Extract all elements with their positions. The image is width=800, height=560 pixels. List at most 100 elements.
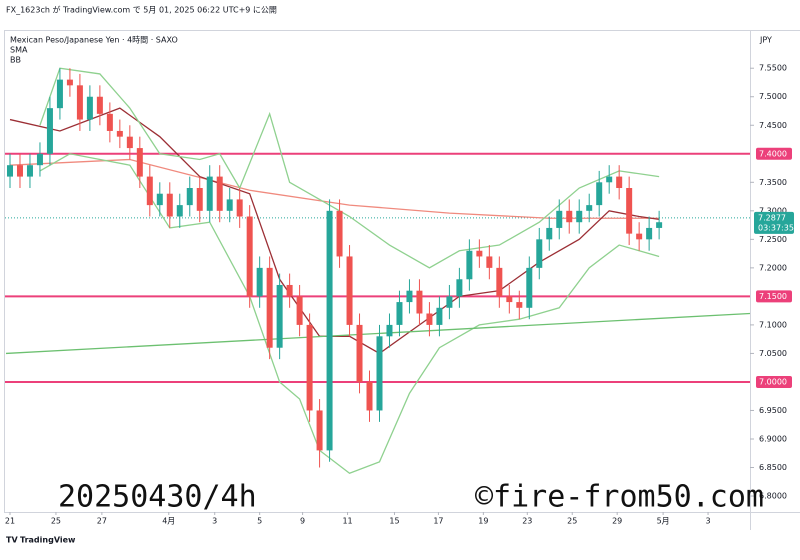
indicator-line: [39, 67, 660, 269]
candle-body: [66, 79, 73, 86]
y-tick-label: 7.0500: [759, 349, 787, 358]
countdown: 03:37:35: [758, 223, 794, 232]
x-tick-label: 19: [478, 517, 488, 526]
candle-body: [596, 182, 603, 206]
y-tick-label: 6.9500: [759, 406, 787, 415]
y-tick-label: 6.8500: [759, 463, 787, 472]
candle-body: [536, 239, 543, 268]
indicator-label: BB: [10, 56, 21, 65]
candle-body: [446, 296, 453, 308]
header: FX_1623ch が TradingView.com で 5月 01, 202…: [6, 5, 277, 15]
x-tick-label: 29: [612, 517, 622, 526]
x-tick-label: 3: [706, 517, 711, 526]
candle-body: [476, 250, 483, 257]
candle-body: [56, 79, 63, 109]
candle-body: [206, 176, 213, 211]
footer-logo: TV: [6, 536, 18, 545]
x-tick-label: 3: [212, 517, 217, 526]
x-tick-label: 17: [433, 517, 443, 526]
level-label: 7.1500: [759, 292, 787, 301]
y-tick-label: 7.3500: [759, 178, 787, 187]
candle-body: [196, 188, 203, 211]
chart-frame: [4, 30, 800, 513]
candle-body: [236, 199, 243, 217]
y-tick-label: 7.4500: [759, 121, 787, 130]
candle-body: [266, 267, 273, 348]
candle-body: [26, 165, 33, 177]
last-price-tag: [754, 211, 794, 234]
candle-body: [376, 336, 383, 411]
candle-body: [386, 324, 393, 337]
level-tag: [756, 290, 792, 303]
candle-body: [356, 324, 363, 382]
y-tick-label: 7.5500: [759, 64, 787, 73]
candle-body: [146, 176, 153, 206]
candle-body: [496, 267, 503, 297]
candle-body: [276, 284, 283, 348]
candle-body: [36, 153, 43, 166]
candle-body: [646, 227, 653, 240]
candle-body: [6, 165, 13, 177]
watermark: ©fire-from50.com: [475, 480, 764, 515]
candle-body: [426, 313, 433, 325]
indicator-line: [39, 153, 660, 474]
candle-body: [576, 210, 583, 223]
chart-title: Mexican Peso/Japanese Yen · 4時間 · SAXO: [10, 36, 178, 45]
plot: 7.5500 7.5000 7.4500 7.3500 7.3000 7.2500 7.20…: [5, 64, 794, 526]
y-tick-label: 7.2500: [759, 235, 787, 244]
level-tag: [756, 375, 792, 388]
candle-body: [436, 307, 443, 325]
candle-body: [556, 210, 563, 228]
candle-body: [116, 130, 123, 137]
x-tick-label: 11: [342, 517, 352, 526]
footer: TradingView: [20, 536, 76, 545]
candle-body: [396, 302, 403, 325]
y-tick-label: 7.2000: [759, 263, 787, 272]
candle-body: [166, 193, 173, 217]
candle-body: [46, 108, 53, 154]
y-tick-label: 6.8000: [759, 492, 787, 501]
candle-body: [126, 136, 133, 149]
candle-body: [546, 227, 553, 240]
currency: JPY: [759, 36, 772, 45]
candle-body: [326, 210, 333, 451]
candle-body: [626, 188, 633, 234]
indicator-line: [5, 312, 751, 355]
y-tick-label: 7.3000: [759, 206, 787, 215]
x-tick-label: 25: [51, 517, 61, 526]
y-tick-label: 6.9000: [759, 434, 787, 443]
candle-body: [156, 193, 163, 206]
x-tick-label: 27: [97, 517, 107, 526]
candle-body: [346, 256, 353, 325]
x-tick-label: 21: [5, 517, 15, 526]
candle-body: [86, 96, 93, 120]
y-tick-label: 7.1000: [759, 320, 787, 329]
candle-body: [636, 233, 643, 240]
candle-body: [606, 176, 613, 183]
candle-body: [616, 176, 623, 189]
x-tick-label: 4月: [162, 517, 175, 526]
candle-body: [516, 302, 523, 308]
candle-body: [506, 296, 513, 303]
candle-body: [186, 188, 193, 206]
watermark: 20250430/4h: [58, 480, 257, 515]
candle-body: [296, 296, 303, 325]
x-tick-label: 9: [300, 517, 305, 526]
x-tick-label: 5月: [657, 517, 670, 526]
candle-body: [316, 410, 323, 451]
y-tick-label: 7.5000: [759, 92, 787, 101]
candle-body: [246, 216, 253, 297]
candle-body: [76, 85, 83, 120]
candle-body: [16, 165, 23, 177]
level-label: 7.4000: [759, 149, 787, 158]
candle-body: [566, 210, 573, 223]
candle-body: [366, 381, 373, 411]
x-tick-label: 15: [389, 517, 399, 526]
candle-body: [96, 96, 103, 114]
indicator-label: SMA: [10, 46, 28, 55]
candle-body: [526, 267, 533, 308]
candle-body: [486, 256, 493, 268]
candle-body: [586, 205, 593, 211]
